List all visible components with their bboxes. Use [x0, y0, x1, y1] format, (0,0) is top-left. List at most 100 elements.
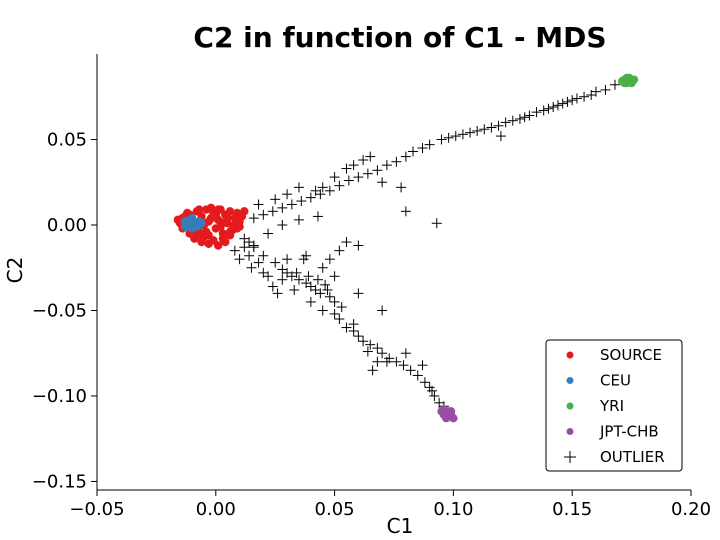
- data-point-outlier: [348, 160, 359, 171]
- data-point-source: [235, 222, 244, 231]
- data-point-outlier: [579, 91, 590, 102]
- data-point-outlier: [500, 117, 511, 128]
- data-point-outlier: [291, 267, 302, 278]
- data-point-outlier: [443, 132, 454, 143]
- data-point-outlier: [320, 279, 331, 290]
- legend-marker-outlier: [564, 451, 576, 463]
- data-point-outlier: [417, 360, 428, 371]
- data-point-outlier: [341, 322, 352, 333]
- data-point-outlier: [282, 254, 293, 265]
- data-point-outlier: [305, 192, 316, 203]
- data-point-outlier: [381, 356, 392, 367]
- data-point-outlier: [334, 245, 345, 256]
- data-point-outlier: [329, 308, 340, 319]
- data-point-outlier: [315, 288, 326, 299]
- data-point-outlier: [538, 105, 549, 116]
- data-point-outlier: [524, 110, 535, 121]
- data-point-outlier: [329, 296, 340, 307]
- data-point-outlier: [317, 305, 328, 316]
- data-point-outlier: [531, 107, 542, 118]
- data-point-outlier: [586, 90, 597, 101]
- data-point-outlier: [571, 93, 582, 104]
- legend-marker-source: [566, 351, 574, 359]
- data-point-outlier: [324, 254, 335, 265]
- data-point-outlier: [427, 385, 438, 396]
- data-point-outlier: [417, 143, 428, 154]
- legend-marker-jpt-chb: [566, 428, 574, 435]
- data-point-outlier: [263, 228, 274, 239]
- data-point-outlier: [472, 125, 483, 136]
- data-point-outlier: [267, 206, 278, 217]
- data-point-outlier: [312, 211, 323, 222]
- data-point-outlier: [377, 305, 388, 316]
- data-point-outlier: [429, 390, 440, 401]
- plot-area: [173, 73, 639, 423]
- data-point-outlier: [436, 134, 447, 145]
- data-point-outlier: [244, 250, 255, 261]
- data-point-ceu: [180, 222, 190, 231]
- data-point-outlier: [358, 336, 369, 347]
- data-point-outlier: [396, 182, 407, 193]
- data-point-source: [204, 239, 213, 248]
- y-tick-label: 0.05: [47, 129, 87, 150]
- data-point-outlier: [277, 219, 288, 230]
- data-point-outlier: [305, 296, 316, 307]
- legend-label-ceu: CEU: [600, 372, 631, 390]
- x-tick-label: 0.05: [315, 499, 355, 520]
- data-point-outlier: [367, 365, 378, 376]
- y-tick-label: −0.15: [32, 471, 87, 492]
- data-point-outlier: [479, 124, 490, 135]
- legend-item-yri: YRI: [566, 397, 624, 415]
- x-tick-label: 0.20: [671, 499, 711, 520]
- data-point-outlier: [557, 98, 568, 109]
- data-point-outlier: [391, 156, 402, 167]
- data-point-outlier: [493, 120, 504, 131]
- data-point-source: [223, 213, 232, 223]
- data-point-outlier: [486, 122, 497, 133]
- data-point-source: [240, 207, 249, 216]
- legend-item-ceu: CEU: [566, 372, 631, 390]
- data-point-outlier: [408, 146, 419, 157]
- data-point-outlier: [263, 271, 274, 282]
- data-point-outlier: [377, 177, 388, 188]
- data-point-outlier: [341, 163, 352, 174]
- data-point-outlier: [258, 250, 269, 261]
- x-tick-label: 0.15: [552, 499, 592, 520]
- data-point-outlier: [372, 356, 383, 367]
- legend-label-yri: YRI: [599, 397, 624, 415]
- data-point-outlier: [514, 113, 525, 124]
- data-point-outlier: [272, 288, 283, 299]
- data-point-outlier: [277, 274, 288, 285]
- data-point-outlier: [317, 262, 328, 273]
- data-point-outlier: [400, 151, 411, 162]
- data-point-outlier: [253, 257, 264, 268]
- data-point-source: [213, 241, 223, 250]
- data-point-source: [225, 231, 235, 240]
- data-point-yri: [620, 78, 629, 88]
- data-point-outlier: [552, 100, 563, 111]
- data-point-outlier: [289, 284, 300, 295]
- series-jpt-chb: [437, 405, 458, 423]
- data-point-outlier: [543, 103, 554, 114]
- data-point-jpt-chb: [449, 413, 458, 423]
- data-point-outlier: [341, 237, 352, 248]
- data-point-outlier: [293, 182, 304, 193]
- data-point-source: [206, 203, 216, 213]
- x-axis-label: C1: [387, 514, 414, 538]
- data-point-outlier: [391, 356, 402, 367]
- legend-item-outlier: OUTLIER: [564, 448, 665, 466]
- data-point-outlier: [270, 194, 281, 205]
- data-point-outlier: [277, 202, 288, 213]
- data-point-outlier: [412, 370, 423, 381]
- data-point-outlier: [234, 254, 245, 265]
- data-point-outlier: [253, 199, 264, 210]
- legend-label-jpt-chb: JPT-CHB: [599, 423, 659, 441]
- data-point-outlier: [312, 274, 323, 285]
- data-point-outlier: [329, 271, 340, 282]
- data-point-outlier: [286, 199, 297, 210]
- data-point-outlier: [296, 196, 307, 207]
- x-tick-label: −0.05: [69, 499, 124, 520]
- data-point-outlier: [298, 254, 309, 265]
- data-point-outlier: [495, 131, 506, 142]
- x-tick-label: 0.10: [433, 499, 473, 520]
